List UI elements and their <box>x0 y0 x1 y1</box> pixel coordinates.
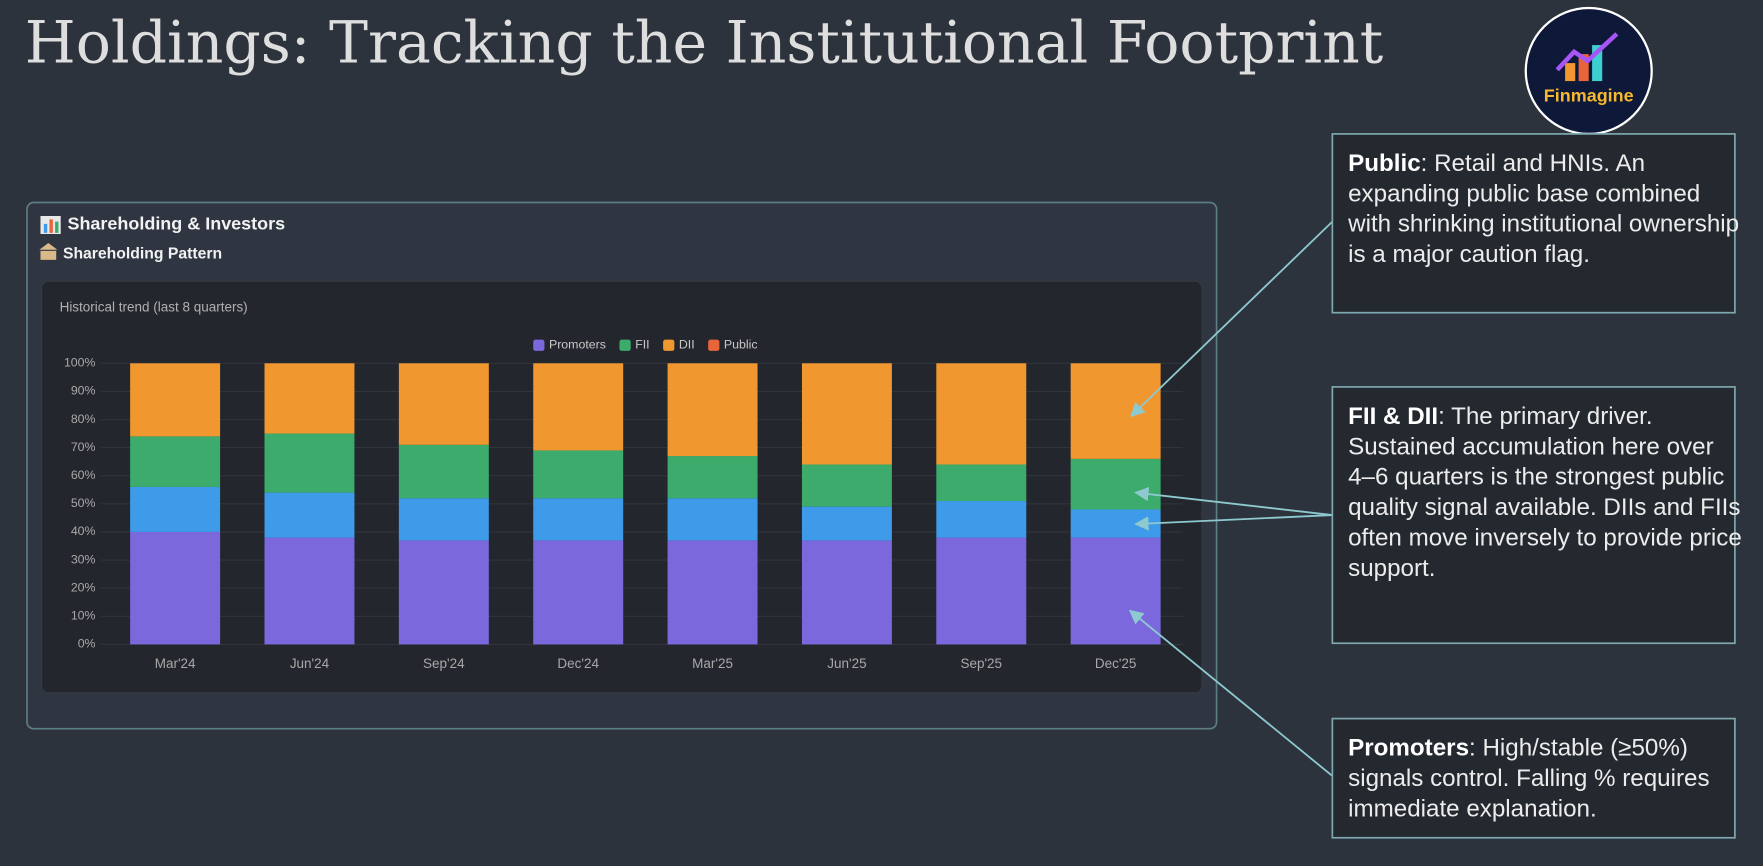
bar-segment <box>533 363 624 451</box>
y-tick-label: 0% <box>78 637 96 651</box>
annotation-content: Public: Retail and HNIs. An expanding pu… <box>1348 149 1744 270</box>
bar-segment <box>533 498 624 541</box>
bar-segment <box>936 501 1027 538</box>
arrows <box>1128 220 1333 777</box>
y-tick-label: 100% <box>64 356 96 370</box>
bar-segment <box>130 531 221 645</box>
legend-swatch <box>619 339 631 351</box>
x-tick-label: Dec'24 <box>557 656 599 671</box>
legend-item: DII <box>663 338 695 352</box>
y-tick-label: 10% <box>71 609 96 623</box>
legend-swatch <box>663 339 675 351</box>
annotation-content: Promoters: High/stable (≥50%) signals co… <box>1348 733 1744 824</box>
bar-segment <box>1070 458 1161 510</box>
annotation-label: FII & DII <box>1348 402 1439 430</box>
bar-segment <box>130 436 221 487</box>
logo: Finmagine <box>1524 6 1653 136</box>
bar-segment <box>533 450 624 499</box>
x-tick-label: Jun'24 <box>290 656 330 671</box>
annotation-label: Promoters <box>1348 734 1470 762</box>
annotation-text: FII & DII: The primary driver. Sustained… <box>1348 402 1744 584</box>
annotation-body: : High/stable (≥50%) signals control. Fa… <box>1348 734 1710 823</box>
bar-segment <box>936 464 1027 502</box>
y-tick-label: 60% <box>71 468 96 482</box>
annotation-text: Public: Retail and HNIs. An expanding pu… <box>1348 149 1744 270</box>
annotation-body: : The primary driver. Sustained accumula… <box>1348 402 1742 582</box>
bar-segment <box>936 537 1027 645</box>
bar-segment <box>801 540 892 645</box>
card-icon <box>40 215 61 234</box>
bar-segment <box>801 464 892 507</box>
bar-segment <box>398 363 489 445</box>
y-tick-label: 20% <box>71 580 96 594</box>
legend-swatch <box>533 339 545 351</box>
legend: Promoters FII DII Public <box>533 338 758 352</box>
bar-segment <box>264 363 355 434</box>
bar-segment <box>398 540 489 645</box>
legend-label: DII <box>679 338 695 352</box>
x-tick-label: Sep'24 <box>423 656 465 671</box>
bar-segment <box>398 444 489 499</box>
annotation-label: Public <box>1348 149 1421 177</box>
y-tick-label: 30% <box>71 552 96 566</box>
subtitle-icon <box>39 242 58 260</box>
bar-segment <box>1070 537 1161 645</box>
legend-label: Promoters <box>549 338 606 352</box>
bar-segment <box>801 506 892 541</box>
logo-text: Finmagine <box>1544 86 1634 106</box>
chart-title: Historical trend (last 8 quarters) <box>60 300 248 315</box>
y-tick-label: 50% <box>71 496 96 510</box>
bar-segment <box>1070 363 1161 459</box>
bar-segment <box>801 363 892 465</box>
annotations: Public: Retail and HNIs. An expanding pu… <box>1331 133 1744 839</box>
bar-segment <box>264 433 355 493</box>
bar-segment <box>130 486 221 532</box>
annotation-content: FII & DII: The primary driver. Sustained… <box>1348 402 1744 584</box>
bar-segment <box>667 363 758 457</box>
annotation-text: Promoters: High/stable (≥50%) signals co… <box>1348 733 1744 824</box>
y-tick-label: 70% <box>71 440 96 454</box>
plot: 0% 10% 20% 30% 40% 50% 60% 70% 80% 90% 100% Mar'24 J… <box>64 356 1183 671</box>
card-title: Shareholding & Investors <box>67 214 285 234</box>
y-tick-label: 90% <box>71 384 96 398</box>
x-tick-label: Sep'25 <box>960 656 1002 671</box>
bar-segment <box>667 498 758 541</box>
bar-segment <box>130 363 221 437</box>
annotation-box <box>1331 386 1736 645</box>
bar-segment <box>264 537 355 645</box>
page-title: Holdings: Tracking the Institutional Foo… <box>25 8 1384 76</box>
y-tick-label: 80% <box>71 412 96 426</box>
bar-segment <box>667 540 758 645</box>
y-tick-label: 40% <box>71 524 96 538</box>
legend-item: FII <box>619 338 650 352</box>
annotation-box <box>1331 717 1736 839</box>
bar-segment <box>398 498 489 541</box>
bar-segment <box>264 492 355 538</box>
legend-swatch <box>708 339 720 351</box>
bar-segment <box>667 456 758 499</box>
card-subtitle: Shareholding Pattern <box>63 245 222 262</box>
x-tick-label: Mar'24 <box>155 656 196 671</box>
legend-item: Promoters <box>533 338 606 352</box>
annotation-box <box>1331 133 1736 314</box>
bar-segment <box>936 363 1027 465</box>
legend-item: Public <box>708 338 758 352</box>
x-tick-label: Dec'25 <box>1095 656 1137 671</box>
legend-label: FII <box>635 338 649 352</box>
annotation-body: : Retail and HNIs. An expanding public b… <box>1348 149 1740 268</box>
x-tick-label: Mar'25 <box>692 656 733 671</box>
bar-segment <box>533 540 624 645</box>
x-tick-label: Jun'25 <box>827 656 866 671</box>
legend-label: Public <box>724 338 758 352</box>
